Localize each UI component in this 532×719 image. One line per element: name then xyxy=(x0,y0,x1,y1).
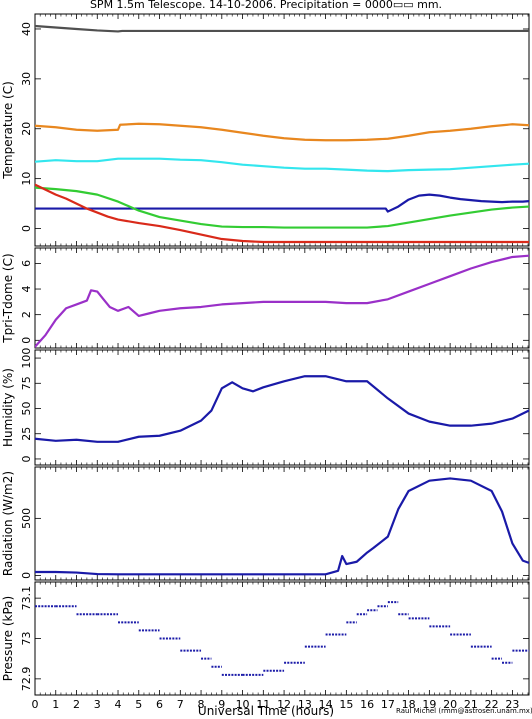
x-tick-label: 10 xyxy=(236,698,250,711)
y-tick-label: 100 xyxy=(20,348,33,369)
y-tick-label: 10 xyxy=(20,172,33,186)
x-tick-label: 0 xyxy=(32,698,39,711)
y-tick-label: 50 xyxy=(20,402,33,416)
y-axis-label: Radiation (W/m2) xyxy=(1,471,15,576)
y-tick-label: 4 xyxy=(20,286,33,293)
y-tick-label: 6 xyxy=(20,260,33,267)
x-tick-label: 2 xyxy=(73,698,80,711)
plot-frame xyxy=(34,247,530,349)
series-line-1 xyxy=(35,375,529,443)
y-tick-label: 73 xyxy=(20,632,33,646)
series-line-1 xyxy=(35,24,529,33)
plot-frame xyxy=(34,13,530,247)
x-tick-label: 14 xyxy=(319,698,333,711)
series-group xyxy=(35,601,529,676)
x-tick-label: 4 xyxy=(115,698,122,711)
x-tick-label: 15 xyxy=(339,698,353,711)
x-tick-label: 5 xyxy=(135,698,142,711)
y-tick-label: 500 xyxy=(20,508,33,529)
series-line-1 xyxy=(35,477,529,576)
x-tick-label: 23 xyxy=(505,698,519,711)
y-axis-label: Tpri-Tdome (C) xyxy=(1,253,15,343)
x-tick-label: 1 xyxy=(52,698,59,711)
panel-3: 0 25 50 75 100 Humidity (%) xyxy=(1,348,530,466)
panel-4: 0 500 Radiation (W/m2) xyxy=(1,466,530,581)
y-tick-label: 72.9 xyxy=(20,667,33,692)
x-tick-label: 21 xyxy=(464,698,478,711)
series-group xyxy=(35,477,529,576)
credit-text: Raul Michel (rmm@astrosen.unam.mx) xyxy=(396,707,532,715)
x-tick-label: 8 xyxy=(198,698,205,711)
y-tick-label: 0 xyxy=(20,337,33,344)
x-tick-label: 6 xyxy=(156,698,163,711)
y-tick-label: 40 xyxy=(20,22,33,36)
y-axis-label: Temperature (C) xyxy=(1,81,15,180)
x-tick-label: 13 xyxy=(298,698,312,711)
y-tick-label: 30 xyxy=(20,72,33,86)
x-axis-label: Universal Time (hours) xyxy=(198,704,334,718)
x-tick-label: 12 xyxy=(277,698,291,711)
series-group xyxy=(35,375,529,443)
series-group xyxy=(35,24,529,244)
plot-frame xyxy=(34,581,530,696)
y-tick-label: 75 xyxy=(20,376,33,390)
series-line-3 xyxy=(35,157,529,173)
series-line-5 xyxy=(35,186,529,229)
x-tick-label: 16 xyxy=(360,698,374,711)
y-axis-label: Pressure (kPa) xyxy=(1,596,15,681)
y-tick-label: 0 xyxy=(20,455,33,462)
y-tick-label: 2 xyxy=(20,311,33,318)
series-group xyxy=(35,254,529,348)
y-tick-label: 20 xyxy=(20,122,33,136)
plot-frame xyxy=(34,466,530,581)
panel-5: 0 1 2 3 4 5 6 7 8 9 10 11 12 13 14 15 16 17 18 19 20 21 22 2372… xyxy=(1,581,530,711)
figure-title: SPM 1.5m Telescope. 14-10-2006. Precipit… xyxy=(90,0,442,11)
y-tick-label: 0 xyxy=(20,572,33,579)
panel-2: 0 2 4 6 Tpri-Tdome (C) xyxy=(1,247,530,349)
y-tick-label: 25 xyxy=(20,427,33,441)
panel-1: 0 10 20 30 40 Temperature (C) xyxy=(1,13,530,247)
x-tick-label: 9 xyxy=(218,698,225,711)
x-tick-label: 20 xyxy=(443,698,457,711)
series-line-6 xyxy=(35,183,529,244)
y-tick-label: 0 xyxy=(20,225,33,232)
plot-frame xyxy=(34,349,530,466)
series-line-1 xyxy=(35,254,529,348)
series-line-4 xyxy=(35,193,529,213)
x-tick-label: 17 xyxy=(381,698,395,711)
series-line-2 xyxy=(35,122,529,142)
x-tick-label: 3 xyxy=(94,698,101,711)
x-tick-label: 7 xyxy=(177,698,184,711)
x-tick-label: 19 xyxy=(422,698,436,711)
y-axis-label: Humidity (%) xyxy=(1,368,15,447)
x-tick-label: 11 xyxy=(256,698,270,711)
y-tick-label: 73.1 xyxy=(20,586,33,611)
x-tick-label: 22 xyxy=(485,698,499,711)
x-tick-label: 18 xyxy=(402,698,416,711)
